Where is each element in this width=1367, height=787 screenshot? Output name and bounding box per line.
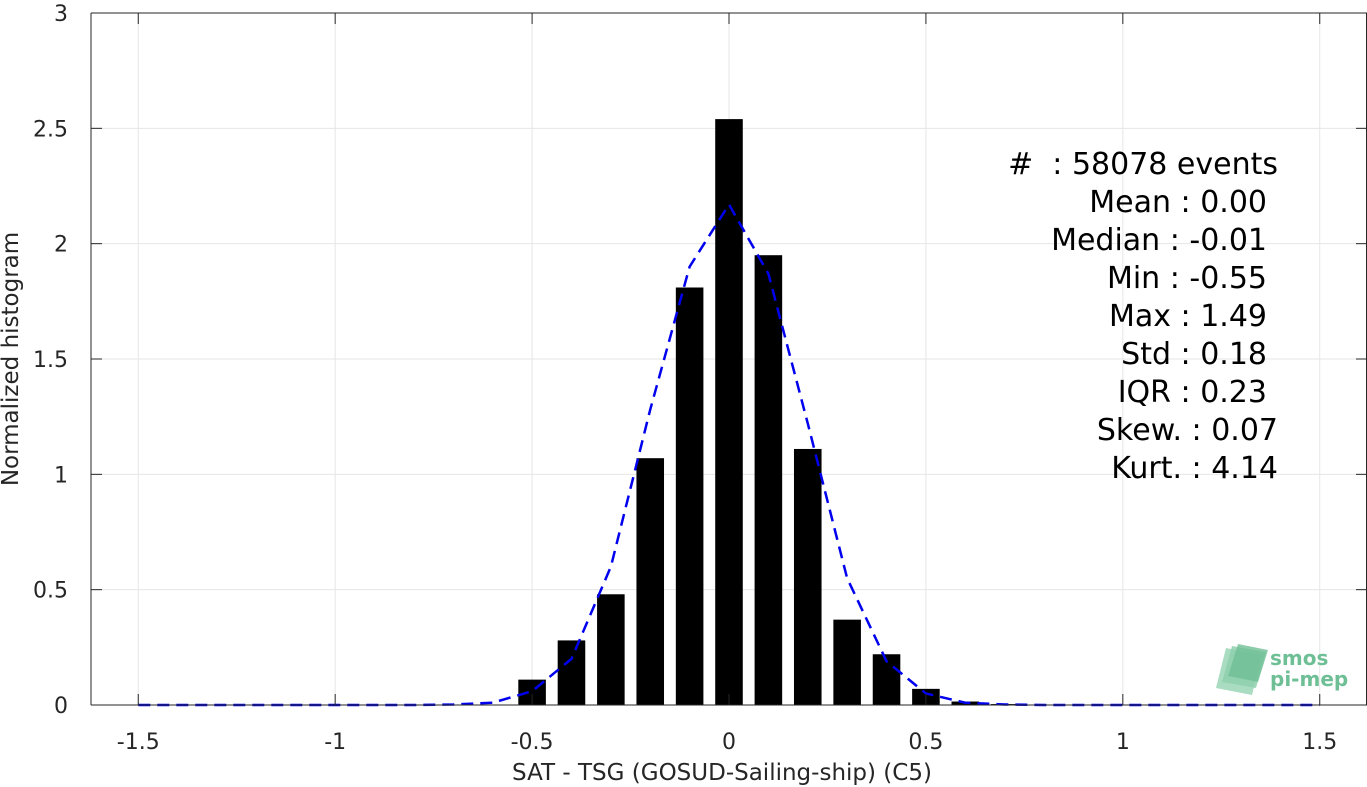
stat-count: # : 58078 events	[1008, 147, 1278, 182]
stat-max: Max : 1.49	[1109, 299, 1267, 334]
y-tick-label: 0.5	[33, 579, 68, 604]
x-tick-label: -1.5	[117, 730, 160, 755]
y-tick-label: 0	[54, 694, 68, 719]
x-tick-label: 0	[722, 730, 736, 755]
y-tick-label: 2	[54, 233, 68, 258]
histogram-bar	[557, 640, 586, 705]
histogram-bar	[793, 448, 822, 705]
stat-skewness: Skew. : 0.07	[1097, 413, 1278, 448]
logo-icon	[1216, 644, 1268, 695]
stat-min: Min : -0.55	[1107, 261, 1267, 296]
x-tick-label: -1	[324, 730, 346, 755]
histogram-bar	[675, 287, 704, 705]
y-axis-label: Normalized histogram	[0, 232, 24, 486]
stat-iqr: IQR : 0.23	[1118, 375, 1267, 410]
x-tick-labels: -1.5 -1 -0.5 0 0.5 1 1.5	[117, 730, 1337, 755]
y-tick-label: 1.5	[33, 348, 68, 373]
y-tick-labels: 0 0.5 1 1.5 2 2.5 3	[33, 2, 68, 719]
x-axis-label: SAT - TSG (GOSUD-Sailing-ship) (C5)	[512, 760, 932, 786]
x-tick-label: 1	[1116, 730, 1130, 755]
histogram-bar	[597, 594, 625, 705]
histogram-bars	[518, 119, 1334, 706]
logo-text-smos: smos	[1270, 646, 1328, 670]
y-tick-label: 2.5	[33, 117, 68, 142]
x-tick-label: 0.5	[908, 730, 943, 755]
smos-pimep-logo: smos pi-mep	[1216, 644, 1348, 695]
stat-mean: Mean : 0.00	[1089, 185, 1267, 220]
y-tick-label: 1	[54, 463, 68, 488]
x-tick-label: -0.5	[511, 730, 554, 755]
histogram-bar	[833, 619, 861, 705]
y-tick-label: 3	[54, 2, 68, 27]
logo-text-pimep: pi-mep	[1270, 667, 1348, 691]
stats-box: # : 58078 events Mean : 0.00 Median : -0…	[1008, 147, 1278, 486]
stat-std: Std : 0.18	[1121, 337, 1267, 372]
histogram-bar	[754, 255, 783, 705]
x-tick-label: 1.5	[1302, 730, 1337, 755]
stat-median: Median : -0.01	[1051, 223, 1267, 258]
histogram-bar	[636, 458, 665, 705]
stat-kurtosis: Kurt. : 4.14	[1111, 451, 1278, 486]
